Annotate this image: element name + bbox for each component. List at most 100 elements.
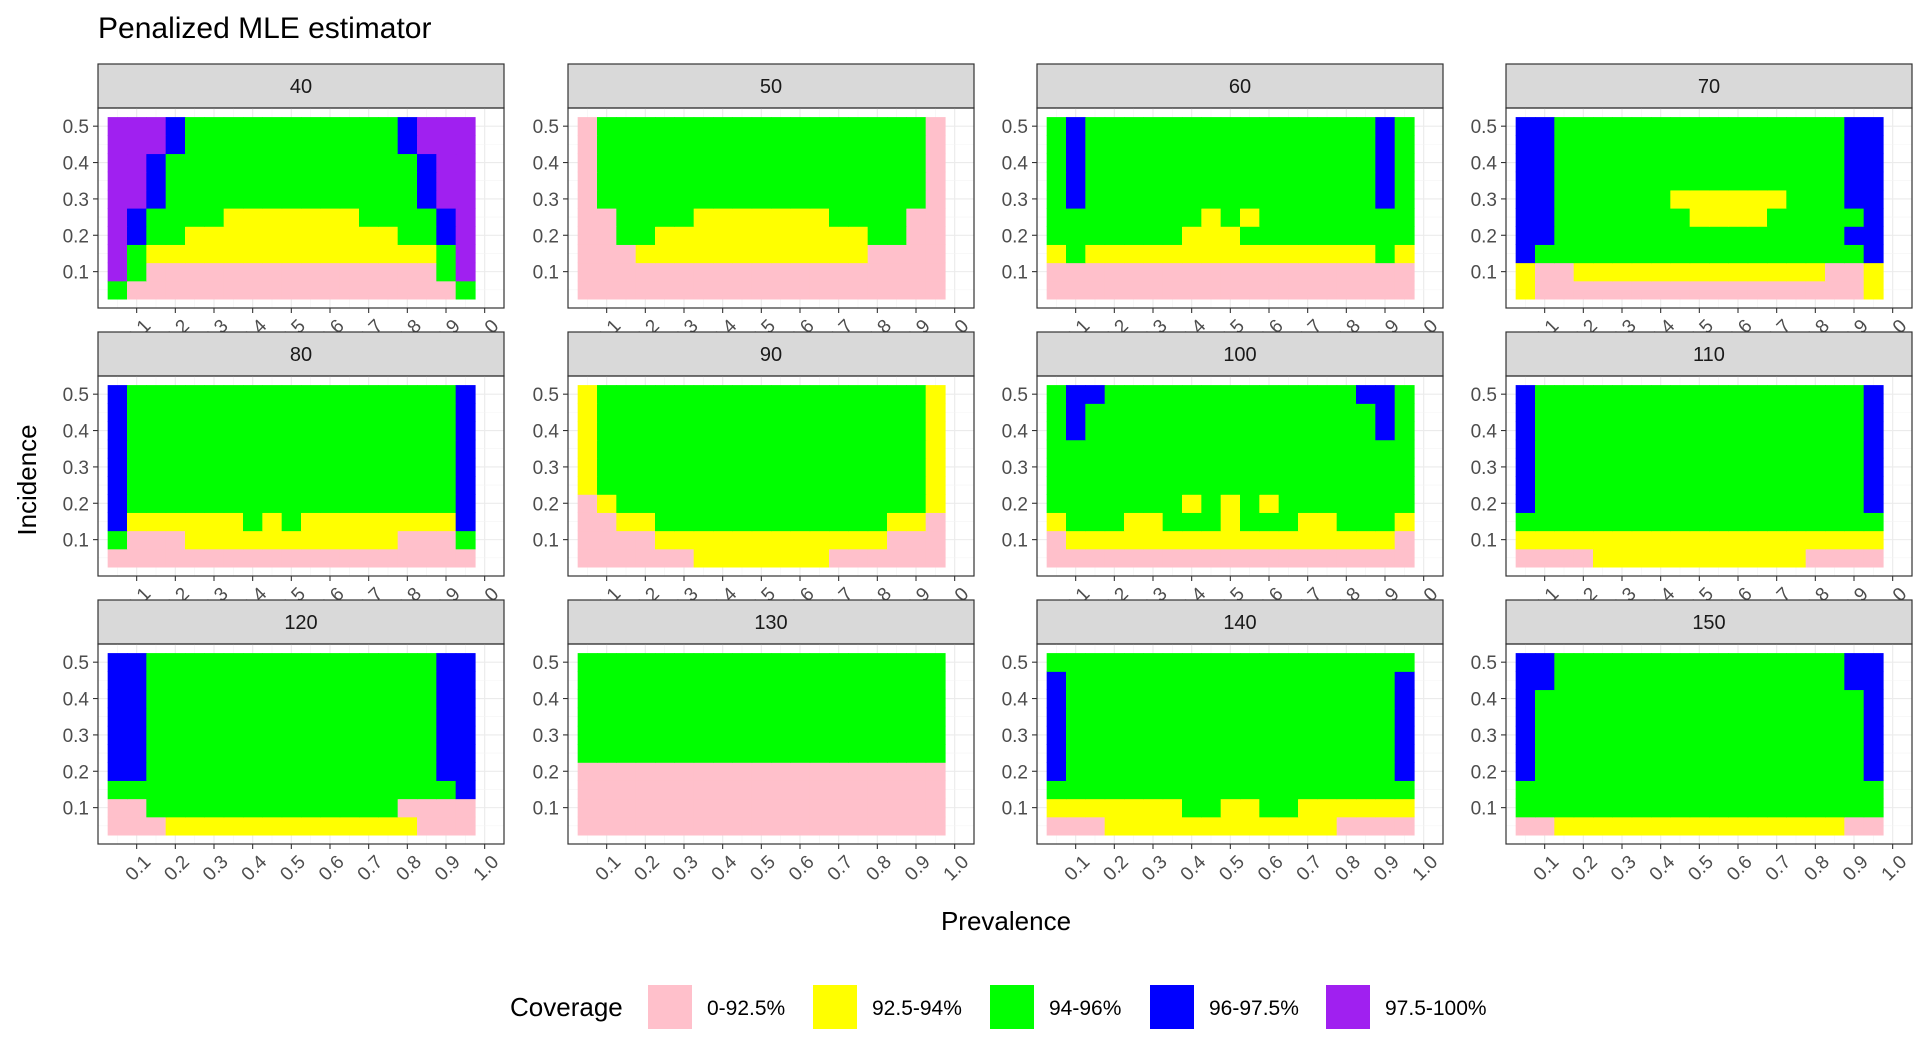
heatmap-tile <box>829 707 849 727</box>
x-tick-label: 0.3 <box>1138 852 1172 886</box>
heatmap-tile <box>1825 530 1845 550</box>
y-tick-label: 0.3 <box>1471 190 1497 211</box>
heatmap-tile <box>616 226 637 245</box>
heatmap-tile <box>1240 117 1260 136</box>
heatmap-tile <box>1394 244 1415 264</box>
heatmap-tile <box>146 171 167 191</box>
heatmap-tile <box>1651 707 1671 727</box>
heatmap-tile <box>1573 117 1594 136</box>
heatmap-tile <box>1863 707 1884 727</box>
heatmap-tile <box>320 780 341 800</box>
heatmap-tile <box>616 548 637 568</box>
heatmap-tile <box>1104 707 1125 727</box>
heatmap-tile <box>1670 153 1691 173</box>
x-tick-label: 0.4 <box>1646 851 1680 885</box>
heatmap-tile <box>204 798 225 818</box>
heatmap-tile <box>1535 244 1555 264</box>
heatmap-tile <box>223 439 244 459</box>
y-tick-label: 0.2 <box>63 226 89 247</box>
heatmap-tile <box>1201 548 1222 568</box>
heatmap-tile <box>1298 457 1318 477</box>
heatmap-tile <box>925 403 946 423</box>
heatmap-tile <box>243 226 263 245</box>
heatmap-tile <box>417 689 437 709</box>
heatmap-tile <box>848 189 869 209</box>
heatmap-tile <box>887 457 907 477</box>
heatmap-tile <box>867 725 888 745</box>
heatmap-tile <box>1220 707 1241 727</box>
heatmap-tile <box>848 762 869 781</box>
heatmap-tile <box>1104 244 1125 264</box>
heatmap-tile <box>809 494 830 513</box>
heatmap-tile <box>713 385 733 404</box>
heatmap-tile <box>577 244 598 264</box>
heatmap-tile <box>577 707 598 727</box>
y-tick-label: 0.4 <box>63 690 90 711</box>
heatmap-tile <box>417 262 437 282</box>
heatmap-tile <box>1298 244 1318 264</box>
heatmap-tile <box>1298 689 1318 709</box>
strip-label: 100 <box>1223 344 1256 366</box>
heatmap-tile <box>1844 439 1865 459</box>
heatmap-tile <box>1535 512 1555 532</box>
heatmap-tile <box>262 280 283 300</box>
heatmap-tile <box>1104 135 1125 155</box>
heatmap-tile <box>1298 762 1318 781</box>
heatmap-tile <box>1805 189 1826 209</box>
heatmap-tile <box>1535 153 1555 173</box>
heatmap-tile <box>1767 171 1787 191</box>
heatmap-tile <box>693 476 714 495</box>
heatmap-tile <box>1104 262 1125 282</box>
heatmap-tile <box>359 780 379 800</box>
heatmap-tile <box>281 689 302 709</box>
heatmap-tile <box>378 385 399 404</box>
heatmap-tile <box>790 262 811 282</box>
heatmap-tile <box>1240 780 1260 800</box>
heatmap-tile <box>1825 208 1845 227</box>
heatmap-tile <box>1863 762 1884 781</box>
heatmap-tile <box>1162 798 1183 818</box>
heatmap-tile <box>1143 244 1164 264</box>
heatmap-tile <box>417 671 437 691</box>
heatmap-tile <box>243 530 263 550</box>
heatmap-tile <box>1689 494 1710 513</box>
y-tick-label: 0.4 <box>63 422 90 443</box>
heatmap-tile <box>204 494 225 513</box>
heatmap-tile <box>223 421 244 441</box>
heatmap-tile <box>1554 653 1575 672</box>
heatmap-tile <box>1278 798 1299 818</box>
heatmap-tile <box>185 439 205 459</box>
heatmap-tile <box>1104 816 1125 836</box>
heatmap-tile <box>339 421 360 441</box>
heatmap-tile <box>751 421 772 441</box>
heatmap-tile <box>185 816 205 836</box>
heatmap-tile <box>1786 762 1807 781</box>
heatmap-tile <box>1278 226 1299 245</box>
heatmap-tile <box>597 780 617 800</box>
heatmap-tile <box>577 548 598 568</box>
heatmap-tile <box>1066 512 1086 532</box>
heatmap-tile <box>1573 171 1594 191</box>
heatmap-tile <box>1162 153 1183 173</box>
heatmap-tile <box>127 744 147 763</box>
heatmap-tile <box>1554 244 1575 264</box>
heatmap-tile <box>1825 725 1845 745</box>
heatmap-tile <box>1278 280 1299 300</box>
heatmap-tile <box>436 153 457 173</box>
heatmap-tile <box>1515 439 1536 459</box>
heatmap-tile <box>848 689 869 709</box>
heatmap-tile <box>1573 512 1594 532</box>
heatmap-tile <box>1631 671 1652 691</box>
heatmap-tile <box>1182 244 1202 264</box>
heatmap-tile <box>455 226 476 245</box>
heatmap-tile <box>577 725 598 745</box>
heatmap-tile <box>1375 476 1396 495</box>
heatmap-tile <box>185 798 205 818</box>
heatmap-tile <box>1612 780 1633 800</box>
heatmap-tile <box>1612 457 1633 477</box>
heatmap-tile <box>204 262 225 282</box>
heatmap-tile <box>1278 262 1299 282</box>
heatmap-tile <box>1651 548 1671 568</box>
heatmap-tile <box>1728 707 1749 727</box>
heatmap-tile <box>809 798 830 818</box>
